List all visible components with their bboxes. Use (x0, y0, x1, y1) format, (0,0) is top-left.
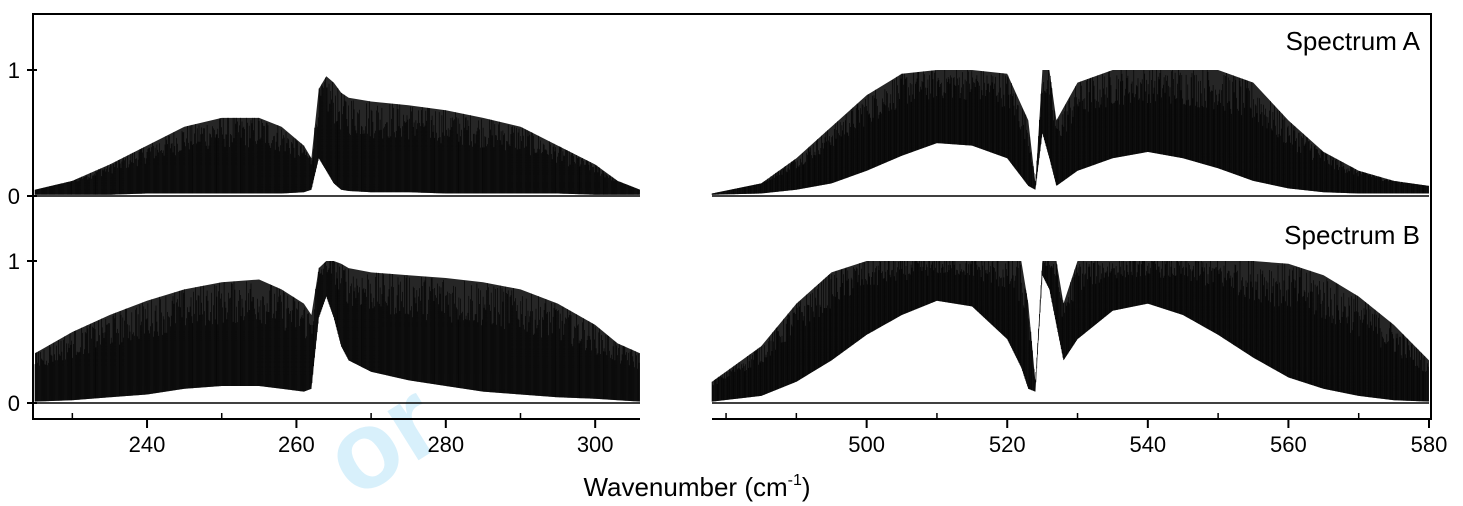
x-tick-label: 580 (1411, 432, 1448, 457)
panel-label-spectrum-b: Spectrum B (1284, 220, 1420, 250)
x-tick-label: 500 (848, 432, 885, 457)
y-axis-ticks: 0 1 0 1 (8, 58, 37, 416)
y-tick-label: 0 (8, 391, 20, 416)
x-tick-label: 260 (278, 432, 315, 457)
x-axis-title-main: Wavenumber (cm (583, 472, 787, 502)
panel-spectrum-b (34, 261, 1429, 404)
axis-break-gap (640, 414, 712, 424)
spectrum-lines (711, 261, 1429, 402)
panel-label-spectrum-a: Spectrum A (1286, 26, 1421, 56)
x-tick-label: 520 (989, 432, 1026, 457)
spectrum-lines (34, 261, 640, 402)
x-axis-title-suffix: ) (802, 472, 811, 502)
y-tick-label: 1 (8, 58, 20, 83)
y-tick-label: 1 (8, 249, 20, 274)
spectrum-lines (34, 77, 640, 195)
y-tick-label: 0 (8, 184, 20, 209)
x-tick-label: 280 (427, 432, 464, 457)
x-tick-label: 300 (577, 432, 614, 457)
spectrum-lines (711, 70, 1429, 195)
x-tick-label: 240 (129, 432, 166, 457)
x-axis-title-superscript: -1 (788, 472, 802, 489)
x-tick-label: 540 (1129, 432, 1166, 457)
x-tick-label: 560 (1270, 432, 1307, 457)
plot-frame (32, 13, 1432, 420)
x-axis-title: Wavenumber (cm-1) (583, 472, 810, 502)
panel-spectrum-a (34, 70, 1429, 197)
x-axis-ticks: 240 260 280 300 500 520 540 560 580 (71, 413, 1448, 457)
